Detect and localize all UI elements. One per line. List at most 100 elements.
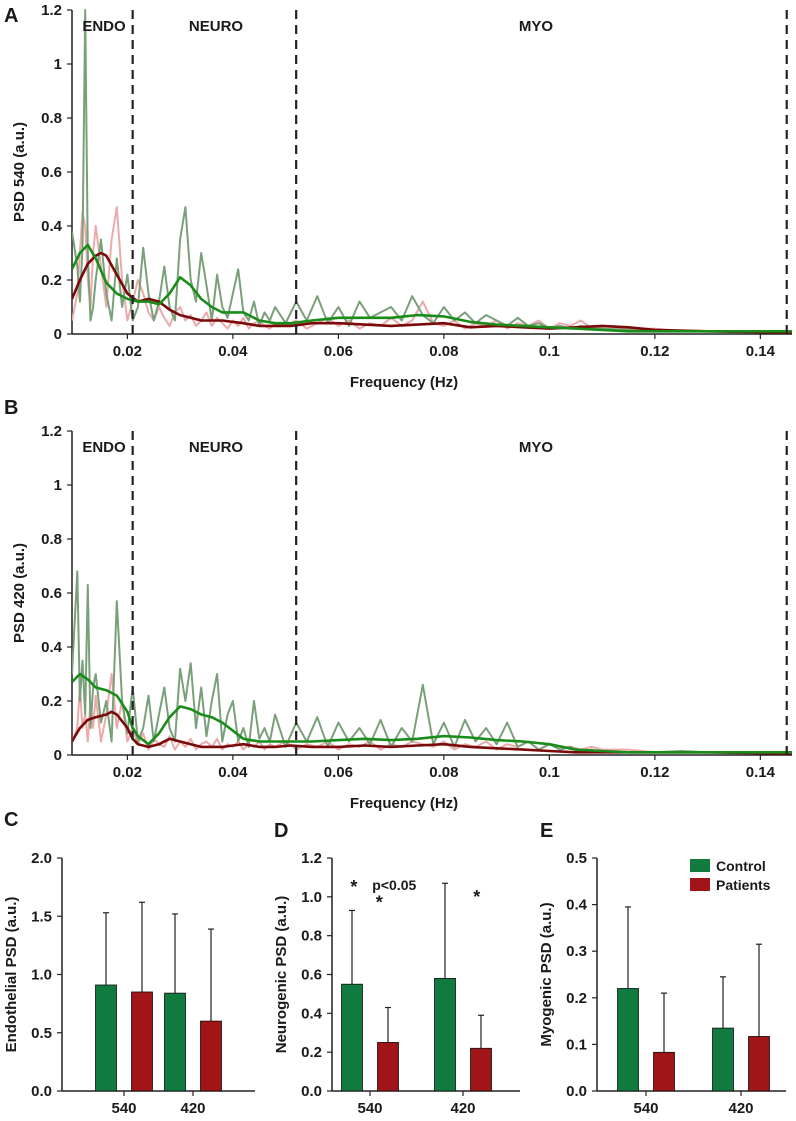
x-tick-label-b: 0.1 xyxy=(539,764,560,781)
bar-patients-d xyxy=(470,1047,492,1092)
y-tick-label-a: 0.6 xyxy=(41,164,62,181)
bar-patients-e xyxy=(748,1036,770,1092)
y-axis-title-a: PSD 540 (a.u.) xyxy=(11,122,28,222)
band-label-endo-a: ENDO xyxy=(82,18,126,35)
bar-patients-c xyxy=(200,1020,222,1092)
x-tick-label-a: 0.1 xyxy=(539,343,560,360)
bar-patients-d xyxy=(377,1042,399,1092)
x-tick-label-b: 0.12 xyxy=(640,764,669,781)
x-tick-label-a: 0.14 xyxy=(746,343,776,360)
y-tick-label-b: 0 xyxy=(54,747,62,764)
y-tick-label-d: 1.0 xyxy=(301,889,322,906)
y-tick-label-a: 0.4 xyxy=(41,218,63,235)
y-axis-title-d: Neurogenic PSD (a.u.) xyxy=(273,896,290,1054)
series-line-control-smooth-b xyxy=(72,672,792,754)
panel-c-endothelial-bars: 0.0 0.5 1.0 1.5 2.0 Endothelial PSD (a.u.) 540… xyxy=(3,850,255,1117)
panel-a-spectrum-540: 0 0.2 0.4 0.6 0.8 1 1.2 0.02 0.04 0.06 0.08 0.1 0.12… xyxy=(11,2,792,391)
x-axis-title-b: Frequency (Hz) xyxy=(350,795,458,812)
x-tick-label-b: 0.14 xyxy=(746,764,776,781)
x-tick-label-e: 420 xyxy=(728,1100,753,1117)
x-axis-title-a: Frequency (Hz) xyxy=(350,374,458,391)
bar-control-d xyxy=(434,977,456,1092)
band-label-neuro-a: NEURO xyxy=(189,18,244,35)
band-label-neuro-b: NEURO xyxy=(189,439,244,456)
y-tick-label-d: 1.2 xyxy=(301,850,322,867)
y-tick-label-e: 0.4 xyxy=(566,897,588,914)
band-label-myo-a: MYO xyxy=(519,18,554,35)
bar-control-c xyxy=(95,984,117,1092)
bar-patients-e xyxy=(653,1051,675,1092)
y-tick-label-d: 0.0 xyxy=(301,1083,322,1100)
y-tick-label-e: 0.3 xyxy=(566,943,587,960)
bar-control-e xyxy=(617,988,639,1092)
y-tick-label-e: 0.2 xyxy=(566,990,587,1007)
panel-label-e: E xyxy=(540,820,553,842)
panel-label-d: D xyxy=(274,820,288,842)
y-tick-label-b: 0.4 xyxy=(41,639,63,656)
band-label-endo-b: ENDO xyxy=(82,439,126,456)
x-tick-label-a: 0.02 xyxy=(113,343,142,360)
x-tick-label-e: 540 xyxy=(633,1100,658,1117)
legend-label-control: Control xyxy=(716,858,766,874)
legend-swatch-control xyxy=(690,859,710,872)
significance-star-d: * xyxy=(473,887,480,907)
x-tick-label-d: 540 xyxy=(357,1100,382,1117)
panel-label-c: C xyxy=(4,809,18,831)
x-tick-label-c: 540 xyxy=(111,1100,136,1117)
y-tick-label-d: 0.4 xyxy=(301,1005,323,1022)
y-tick-label-a: 0.2 xyxy=(41,272,62,289)
bar-patients-c xyxy=(131,991,153,1092)
y-tick-label-b: 0.8 xyxy=(41,531,62,548)
series-line-patients-smooth-a xyxy=(72,251,792,334)
y-tick-label-d: 0.6 xyxy=(301,967,322,984)
y-tick-label-b: 1.2 xyxy=(41,423,62,440)
series-line-control-raw-a xyxy=(72,9,792,333)
y-tick-label-a: 0.8 xyxy=(41,110,62,127)
significance-star-d: * xyxy=(376,893,383,913)
y-tick-label-c: 0.5 xyxy=(31,1025,52,1042)
y-tick-label-e: 0.0 xyxy=(566,1083,587,1100)
panel-e-myogenic-bars: 0.0 0.1 0.2 0.3 0.4 0.5 Myogenic PSD (a.u.) 540… xyxy=(538,850,786,1117)
x-tick-label-d: 420 xyxy=(450,1100,475,1117)
y-tick-label-c: 1.5 xyxy=(31,908,52,925)
y-axis-title-b: PSD 420 (a.u.) xyxy=(11,543,28,643)
y-axis-title-c: Endothelial PSD (a.u.) xyxy=(3,897,20,1053)
x-tick-label-a: 0.04 xyxy=(218,343,248,360)
legend-swatch-patients xyxy=(690,878,710,891)
y-tick-label-c: 0.0 xyxy=(31,1083,52,1100)
x-tick-label-b: 0.04 xyxy=(218,764,248,781)
y-axis-title-e: Myogenic PSD (a.u.) xyxy=(538,902,555,1046)
panel-label-b: B xyxy=(4,397,18,419)
band-label-myo-b: MYO xyxy=(519,439,554,456)
bar-control-e xyxy=(712,1027,734,1092)
bar-control-c xyxy=(164,992,186,1092)
y-tick-label-a: 1.2 xyxy=(41,2,62,19)
x-tick-label-a: 0.12 xyxy=(640,343,669,360)
series-group-b xyxy=(72,570,792,755)
x-tick-label-c: 420 xyxy=(180,1100,205,1117)
series-group-a xyxy=(72,9,792,334)
significance-star-d: * xyxy=(350,877,357,897)
y-tick-label-a: 1 xyxy=(54,56,62,73)
series-line-control-smooth-a xyxy=(72,243,792,333)
y-tick-label-d: 0.2 xyxy=(301,1044,322,1061)
x-tick-label-b: 0.02 xyxy=(113,764,142,781)
bar-control-d xyxy=(341,983,363,1092)
x-tick-label-a: 0.08 xyxy=(429,343,458,360)
series-line-patients-smooth-b xyxy=(72,710,792,755)
y-tick-label-b: 0.2 xyxy=(41,693,62,710)
y-tick-label-b: 0.6 xyxy=(41,585,62,602)
y-tick-label-c: 2.0 xyxy=(31,850,52,867)
y-tick-label-e: 0.5 xyxy=(566,850,587,867)
series-line-patients-raw-a xyxy=(72,206,792,333)
x-tick-label-a: 0.06 xyxy=(324,343,353,360)
y-tick-label-c: 1.0 xyxy=(31,967,52,984)
significance-label-d: p<0.05 xyxy=(372,877,416,893)
panel-b-spectrum-420: 0 0.2 0.4 0.6 0.8 1 1.2 0.02 0.04 0.06 0.08 0.1 0.12… xyxy=(11,423,792,812)
x-tick-label-b: 0.08 xyxy=(429,764,458,781)
y-tick-label-e: 0.1 xyxy=(566,1036,587,1053)
series-line-control-raw-b xyxy=(72,570,792,754)
panel-label-a: A xyxy=(4,5,18,27)
y-tick-label-d: 0.8 xyxy=(301,928,322,945)
